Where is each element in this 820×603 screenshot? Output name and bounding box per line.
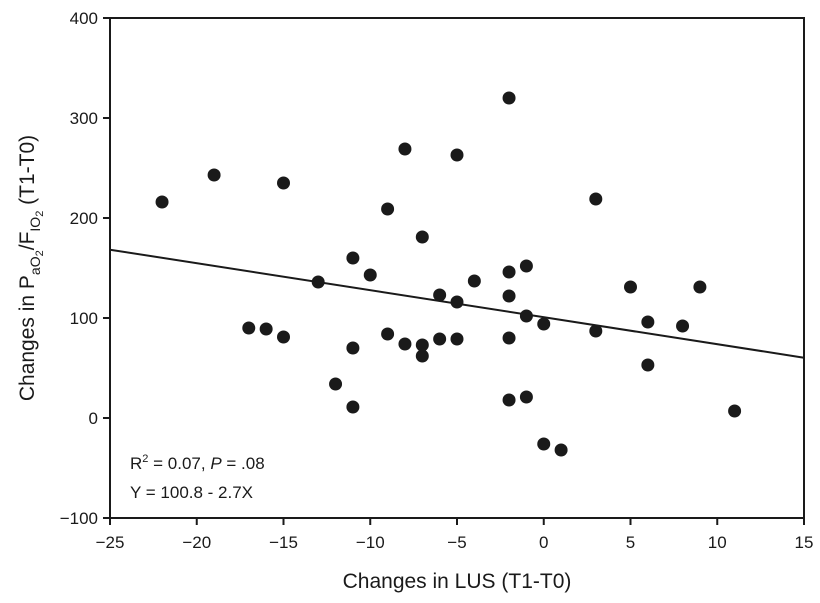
data-point [329,377,343,391]
data-point [363,268,377,282]
x-axis-title: Changes in LUS (T1-T0) [343,570,572,593]
regression-line [109,248,805,359]
y-title-sub2: IO [27,217,43,232]
data-point [519,390,533,404]
y-tick-label: 300 [70,109,98,128]
data-point [676,319,690,333]
y-tick-label: 200 [70,209,98,228]
data-point [502,289,516,303]
x-tick-label: −15 [269,533,298,552]
x-axis-ticks: −25 −20 −15 −10 −5 0 5 10 15 [96,518,814,552]
data-point [346,400,360,414]
x-tick-label: 5 [626,533,635,552]
data-point [277,330,290,344]
y-title-sub1b: 2 [34,250,46,256]
data-point [415,230,429,244]
data-point [433,288,447,302]
y-tick-label: 400 [70,9,98,28]
data-point [259,322,273,336]
data-point [554,443,568,457]
data-point [381,327,395,341]
data-point [450,295,464,309]
data-point [641,315,655,329]
data-point [242,321,256,335]
r2-prefix: R [130,454,142,473]
data-point [450,148,464,162]
data-point [537,317,551,331]
y-axis-ticks: −100 0 100 200 300 400 [60,9,110,528]
y-title-sub1: aO [27,256,43,275]
r-squared-annotation: R2 = 0.07, P = .08 [130,453,265,473]
data-point [415,349,429,363]
x-tick-label: −5 [447,533,466,552]
plot-frame [109,17,805,519]
plot-area [109,17,805,519]
data-point [693,280,707,294]
y-tick-label: 0 [89,409,98,428]
x-tick-label: 10 [708,533,727,552]
data-point [728,404,742,418]
data-point [502,393,516,407]
p-label: P [210,454,222,473]
data-point [155,195,169,209]
data-point [589,192,603,206]
y-tick-label: −100 [60,509,98,528]
data-points [155,91,742,457]
data-point [502,91,516,105]
data-point [450,332,464,346]
x-tick-label: 0 [539,533,548,552]
data-point [415,338,429,352]
y-tick-label: 100 [70,309,98,328]
y-axis-title: Changes in PaO2/FIO2 (T1-T0) [16,135,46,401]
data-point [398,337,412,351]
data-point [346,341,360,355]
x-tick-label: 15 [795,533,814,552]
data-point [502,331,516,345]
data-point [467,274,481,288]
data-point [537,437,551,451]
data-point [381,202,395,216]
data-point [346,251,360,265]
y-title-suffix: (T1-T0) [16,135,39,211]
x-tick-label: −25 [96,533,125,552]
r2-value: = 0.07, [148,454,210,473]
data-point [589,324,603,338]
data-point [641,358,655,372]
data-point [433,332,447,346]
data-point [398,142,412,156]
r2-sup: 2 [142,453,148,465]
data-point [624,280,637,294]
data-point [519,259,533,273]
regression-equation: Y = 100.8 - 2.7X [130,483,253,502]
y-title-prefix: Changes in P [16,275,39,401]
data-point [502,265,516,279]
y-title-mid: /F [16,232,39,251]
data-point [207,168,221,182]
data-point [277,176,290,190]
p-value: = .08 [222,454,265,473]
x-tick-label: −10 [356,533,385,552]
x-tick-label: −20 [182,533,211,552]
data-point [519,309,533,323]
y-title-sub2b: 2 [34,211,46,217]
